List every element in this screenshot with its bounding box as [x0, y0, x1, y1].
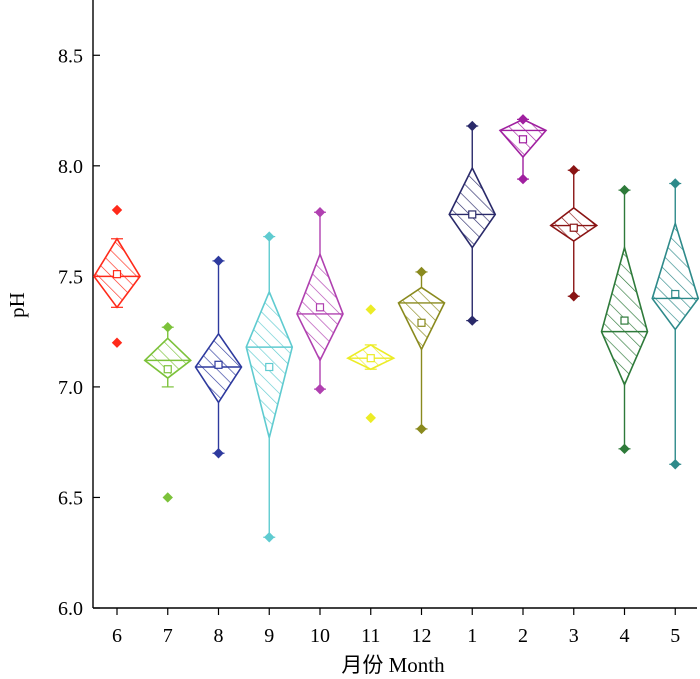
box-3	[549, 165, 599, 302]
mean-marker	[265, 362, 274, 372]
diamond-box	[448, 166, 497, 250]
min-marker	[264, 532, 275, 543]
max-marker	[213, 255, 224, 267]
mean-marker	[366, 354, 375, 363]
max-marker	[517, 114, 529, 125]
y-tick-label: 7.0	[58, 377, 83, 399]
mean-marker	[620, 316, 629, 325]
mean-marker	[315, 303, 325, 312]
x-tick-label: 11	[361, 625, 380, 647]
mean-marker	[112, 270, 122, 279]
plot-frame	[92, 0, 697, 609]
min-marker	[670, 459, 681, 470]
y-tick-label: 7.5	[58, 266, 83, 288]
box-11	[346, 304, 396, 424]
max-marker	[162, 322, 173, 333]
y-axis: 6.0 6.5 7.0 7.5 8.0 8.5	[58, 45, 100, 620]
x-tick-label: 7	[163, 625, 173, 647]
box-12	[397, 266, 446, 435]
y-axis-title: pH	[5, 292, 29, 318]
min-marker	[111, 337, 123, 348]
min-marker	[568, 291, 579, 302]
min-marker	[467, 315, 478, 326]
mean-marker	[214, 360, 223, 369]
y-tick-label: 8.0	[58, 156, 83, 178]
max-marker	[670, 178, 681, 189]
x-tick-label: 8	[214, 625, 224, 647]
x-tick-label: 10	[310, 625, 330, 647]
mean-marker	[671, 289, 680, 299]
max-marker	[619, 184, 630, 196]
x-tick-label: 1	[467, 625, 477, 647]
box-7	[143, 322, 192, 503]
box-1	[448, 120, 497, 326]
x-tick-label: 5	[670, 625, 680, 647]
min-marker	[619, 443, 630, 455]
min-marker	[517, 173, 529, 185]
max-marker	[264, 231, 275, 242]
min-marker	[416, 423, 427, 435]
x-tick-label: 6	[112, 625, 122, 647]
max-marker	[314, 207, 326, 218]
y-tick-label: 6.0	[58, 598, 83, 620]
mean-marker	[163, 365, 172, 374]
mean-marker	[468, 210, 477, 219]
max-marker	[467, 120, 478, 132]
min-marker	[162, 492, 173, 503]
min-marker	[365, 412, 376, 424]
box-4	[600, 184, 649, 455]
mean-marker	[569, 223, 578, 232]
diamond-box	[143, 337, 192, 380]
max-marker	[416, 266, 427, 278]
diamond-box	[600, 244, 649, 387]
diamond-box	[397, 286, 446, 352]
box-10	[296, 207, 344, 395]
min-marker	[213, 448, 224, 459]
max-marker	[111, 204, 123, 216]
x-tick-label: 3	[569, 625, 579, 647]
x-axis-title: 月份 Month	[341, 653, 445, 677]
box-2	[498, 114, 548, 185]
x-tick-label: 4	[620, 625, 630, 647]
max-marker	[365, 304, 376, 315]
box-8	[194, 255, 243, 459]
box-6	[93, 204, 141, 348]
mean-marker	[518, 135, 528, 144]
box-5	[651, 178, 700, 470]
x-tick-label: 2	[518, 625, 528, 647]
x-tick-label: 12	[412, 625, 432, 647]
y-tick-label: 8.5	[58, 45, 83, 67]
y-tick-label: 6.5	[58, 487, 83, 509]
box-series	[93, 114, 700, 543]
x-axis: 6 7 8 9 10 11 12 1 2 3 4 5	[112, 608, 680, 647]
box-9	[245, 231, 294, 543]
min-marker	[314, 383, 326, 395]
mean-marker	[417, 318, 426, 327]
max-marker	[568, 165, 579, 176]
diamond-box	[651, 220, 700, 331]
x-tick-label: 9	[264, 625, 274, 647]
